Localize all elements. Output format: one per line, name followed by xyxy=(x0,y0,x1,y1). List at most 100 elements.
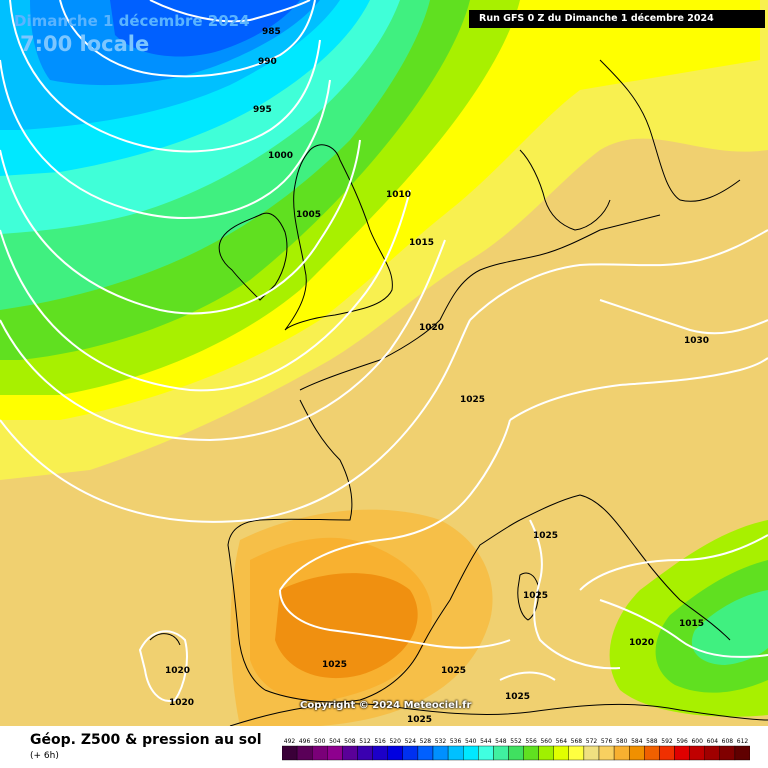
isobar-label-1005: 1005 xyxy=(296,210,321,220)
map-date: Dimanche 1 décembre 2024 xyxy=(14,12,250,30)
isobar-label-1025-med: 1025 xyxy=(441,666,466,676)
legend-value: 544 xyxy=(480,738,492,745)
legend-swatch xyxy=(417,745,434,761)
legend-swatch xyxy=(387,745,403,761)
footer-title: Géop. Z500 & pression au sol xyxy=(30,732,262,748)
legend-value: 596 xyxy=(676,738,688,745)
iberia-south-coast xyxy=(264,519,521,703)
legend-swatch xyxy=(447,745,464,761)
legend-value: 516 xyxy=(374,738,386,745)
continent-north-coast xyxy=(299,214,661,391)
legend-value: 584 xyxy=(631,738,643,745)
legend-swatch xyxy=(719,745,736,761)
legend-swatch xyxy=(402,745,419,761)
footer-subtitle: (+ 6h) xyxy=(30,751,59,761)
legend-swatch xyxy=(689,745,705,761)
isobar-1025-south xyxy=(279,589,511,649)
isobar-label-1025-sardinia: 1025 xyxy=(523,591,548,601)
legend-value: 496 xyxy=(299,738,311,745)
legend-value: 604 xyxy=(707,738,719,745)
isobar-label-995: 995 xyxy=(253,105,272,115)
isobar-1025-africa xyxy=(499,671,556,681)
legend-swatch xyxy=(629,745,645,761)
italy-coast xyxy=(519,494,731,641)
legend-value: 532 xyxy=(435,738,447,745)
isobar-1020-east xyxy=(469,229,768,321)
isobar-1030 xyxy=(599,299,768,335)
legend-value: 500 xyxy=(314,738,326,745)
legend-swatch xyxy=(598,745,615,761)
legend-value: 592 xyxy=(661,738,673,745)
isobar-label-1025-africa: 1025 xyxy=(505,692,530,702)
isobar-1015 xyxy=(0,239,446,442)
legend-value: 588 xyxy=(646,738,658,745)
legend-swatch xyxy=(432,745,449,761)
zone-588-iberia xyxy=(275,573,418,679)
legend-value: 564 xyxy=(556,738,568,745)
legend-swatch xyxy=(523,745,539,761)
ireland-coast xyxy=(218,212,288,301)
legend-value: 568 xyxy=(571,738,583,745)
legend-value: 492 xyxy=(284,738,296,745)
coastlines xyxy=(149,59,768,726)
copyright: Copyright © 2024 Meteociel.fr xyxy=(300,700,472,711)
isobar-label-1020-se: 1020 xyxy=(629,638,654,648)
legend-value: 520 xyxy=(389,738,401,745)
isobar-985 xyxy=(149,0,311,23)
legend-swatch xyxy=(357,745,373,761)
legend-value: 548 xyxy=(495,738,507,745)
legend-swatch xyxy=(644,745,660,761)
africa-coast xyxy=(229,703,768,726)
isobar-1010 xyxy=(0,189,411,392)
legend-value: 504 xyxy=(329,738,341,745)
isobar-1020-se xyxy=(579,534,768,591)
isobar-label-1000: 1000 xyxy=(268,151,293,161)
legend-swatch xyxy=(296,745,313,761)
map-time: 7:00 locale xyxy=(20,32,150,56)
legend-value: 600 xyxy=(691,738,703,745)
isobar-995 xyxy=(9,0,321,153)
legend-value: 556 xyxy=(525,738,537,745)
isobar-1025-east xyxy=(509,357,768,421)
corsica-sardinia xyxy=(517,572,539,621)
legend-value: 576 xyxy=(601,738,613,745)
legend-value: 536 xyxy=(450,738,462,745)
legend-swatch xyxy=(327,745,343,761)
legend-swatch xyxy=(568,745,585,761)
isobar-label-1025: 1025 xyxy=(460,395,485,405)
zone-532 xyxy=(110,0,300,57)
legend-swatch xyxy=(342,745,358,761)
legend-swatch xyxy=(493,745,509,761)
isobar-label-1015: 1015 xyxy=(409,238,434,248)
isobar-label-1015-se: 1015 xyxy=(679,619,704,629)
isobar-label-group: 985 990 995 1000 1005 1010 1015 1020 102… xyxy=(165,27,709,725)
weather-map: 985 990 995 1000 1005 1010 1015 1020 102… xyxy=(0,0,768,726)
isobar-label-1030: 1030 xyxy=(684,336,709,346)
isobar-1020-atlantic xyxy=(138,630,188,702)
legend-value: 524 xyxy=(405,738,417,745)
legend-swatch xyxy=(538,745,554,761)
legend-swatch xyxy=(659,745,675,761)
legend-swatch xyxy=(553,745,570,761)
legend-swatch xyxy=(478,745,494,761)
britain-coast xyxy=(284,144,393,331)
isobar-1000 xyxy=(0,59,331,219)
denmark-coast xyxy=(519,149,611,231)
legend-value: 512 xyxy=(359,738,371,745)
isobar-label-1020-atl-b: 1020 xyxy=(169,698,194,708)
scandinavia-coast xyxy=(599,59,741,202)
isobar-1025-corsica xyxy=(529,519,621,670)
legend-value: 560 xyxy=(540,738,552,745)
isobar-label-1025-iberia: 1025 xyxy=(322,660,347,670)
isobar-label-1020: 1020 xyxy=(419,323,444,333)
run-info: Run GFS 0 Z du Dimanche 1 décembre 2024 xyxy=(469,10,765,28)
france-iberia-coast xyxy=(227,399,353,691)
legend-swatch xyxy=(312,745,328,761)
isobar-1005 xyxy=(0,139,361,315)
legend-value: 608 xyxy=(722,738,734,745)
zone-552-se xyxy=(691,590,768,665)
isobar-1025 xyxy=(279,419,511,591)
islands xyxy=(149,633,181,646)
legend-value: 528 xyxy=(420,738,432,745)
